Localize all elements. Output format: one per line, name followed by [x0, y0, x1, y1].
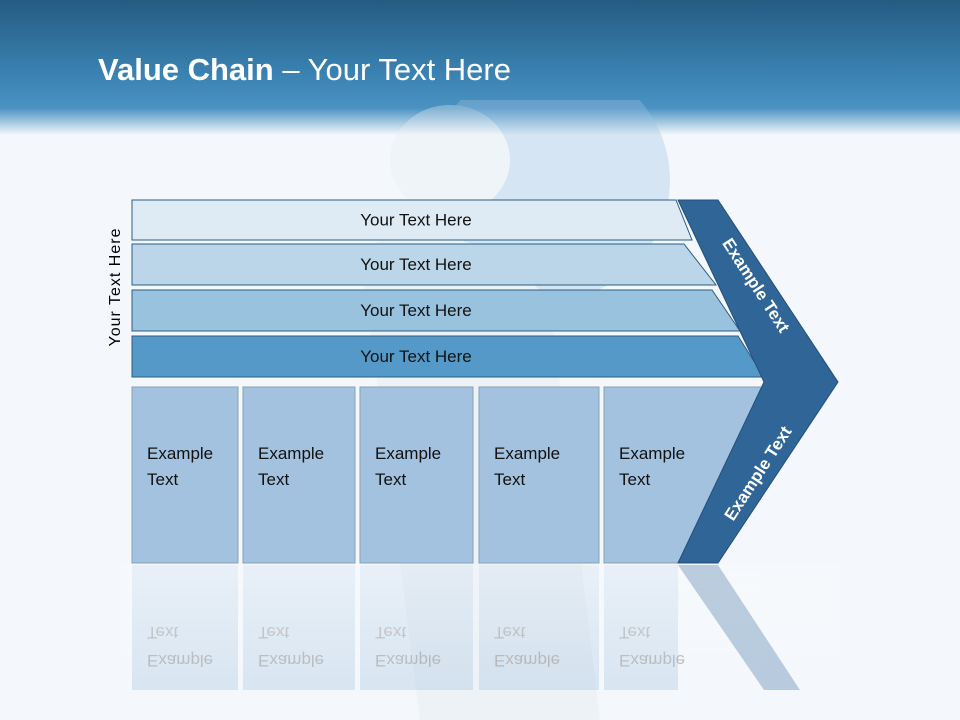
primary-activity-line1: Example [258, 444, 324, 463]
primary-activity-line2: Text [619, 470, 650, 489]
support-activities-label: Your Text Here [107, 227, 124, 347]
support-activity-row [131, 243, 718, 286]
support-activity-label: Your Text Here [360, 301, 472, 320]
primary-activity-column [478, 386, 600, 564]
reflection-fade [120, 565, 840, 695]
primary-activity-line2: Text [494, 470, 525, 489]
primary-activity-line2: Text [147, 470, 178, 489]
support-activity-label: Your Text Here [360, 347, 472, 366]
slide-title: Value Chain – Your Text Here [98, 52, 511, 87]
primary-activity-line1: Example [375, 444, 441, 463]
primary-activity-line1: Example [619, 444, 685, 463]
primary-activity-line2: Text [375, 470, 406, 489]
margin-chevron [677, 199, 839, 564]
support-activity-label: Your Text Here [360, 255, 472, 274]
support-activity-label: Your Text Here [360, 210, 472, 229]
support-activity-row [131, 199, 693, 241]
primary-activity-column [131, 386, 239, 564]
title-banner [0, 0, 960, 135]
primary-activity-line1: Example [494, 444, 560, 463]
primary-activity-line1: Example [147, 444, 213, 463]
margin-chevron-reflection [678, 565, 800, 690]
primary-activity-column [359, 386, 474, 564]
primary-activity-column [242, 386, 356, 564]
primary-activity-line2: Text [258, 470, 289, 489]
